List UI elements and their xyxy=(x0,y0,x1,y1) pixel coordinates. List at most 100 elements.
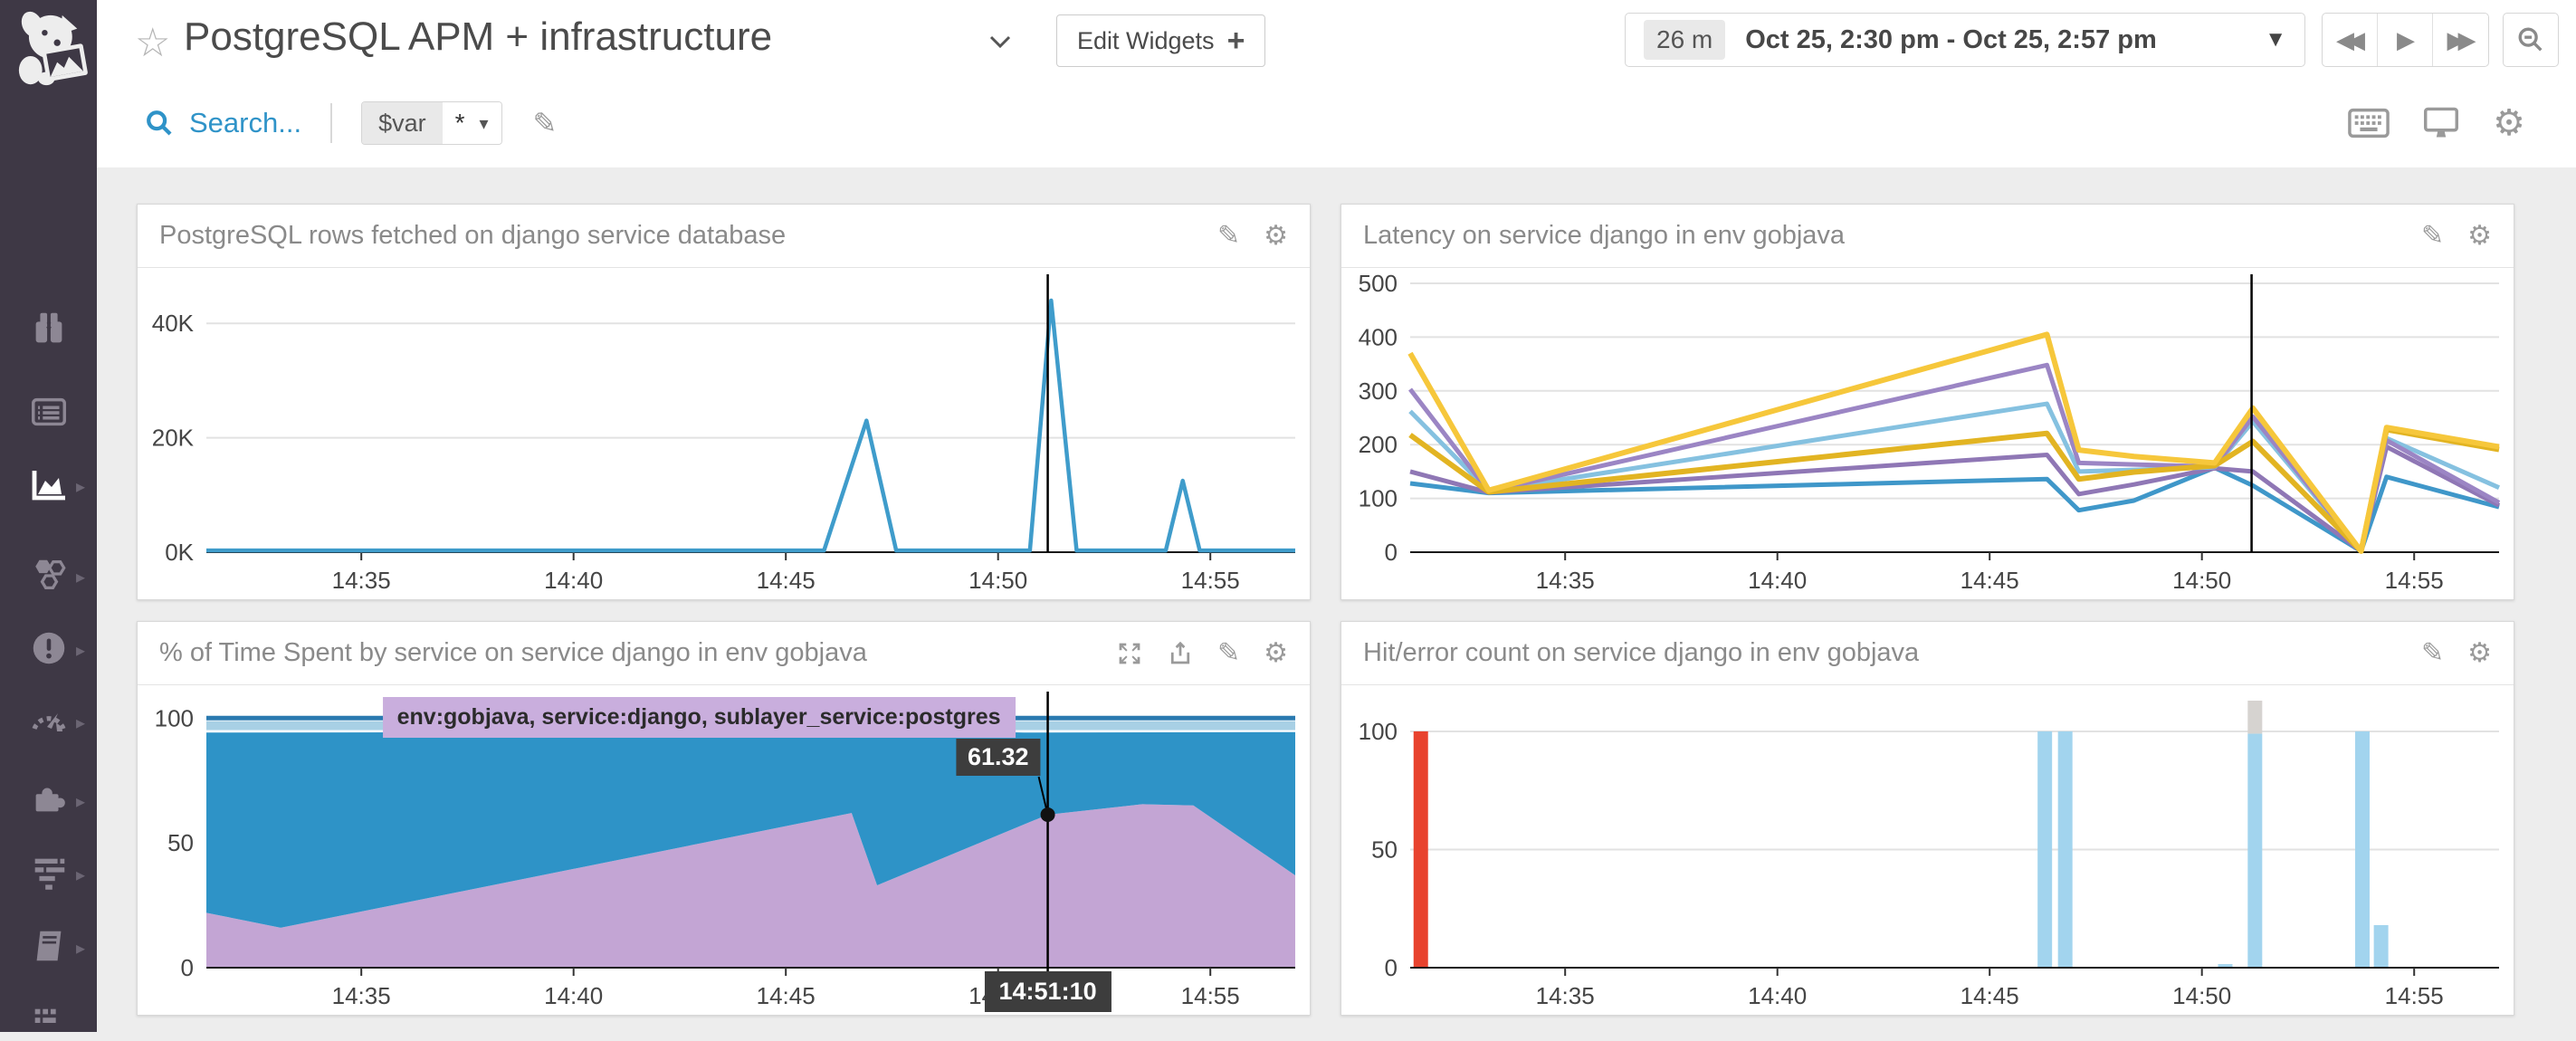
widget-gear-icon[interactable]: ⚙ xyxy=(2467,221,2492,251)
divider xyxy=(330,103,333,143)
edit-pencil-icon[interactable]: ✎ xyxy=(1216,221,1241,251)
x-axis-label: 14:45 xyxy=(757,567,816,594)
widget-header: Latency on service django in env gobjava… xyxy=(1341,205,2514,268)
overflow-bar[interactable] xyxy=(2247,701,2263,734)
widget-header: Hit/error count on service django in env… xyxy=(1341,622,2514,685)
zoom-out-button[interactable] xyxy=(2503,13,2559,67)
chevron-right-icon[interactable]: ▸ xyxy=(76,477,86,497)
y-axis-label: 500 xyxy=(1359,270,1398,297)
x-axis-label: 14:55 xyxy=(1181,982,1240,1009)
widget-gear-icon[interactable]: ⚙ xyxy=(1264,221,1288,251)
x-axis-label: 14:45 xyxy=(1961,567,2019,594)
series-line-yellow-line xyxy=(1407,331,2500,554)
bar[interactable] xyxy=(2037,731,2053,968)
apm-levels-icon[interactable] xyxy=(0,852,97,893)
y-axis-label: 100 xyxy=(1359,718,1398,745)
area-postgres xyxy=(206,804,1295,968)
bar[interactable] xyxy=(2247,733,2263,968)
monitors-alert-icon[interactable] xyxy=(0,627,97,669)
cursor-point-dot xyxy=(1040,807,1055,822)
keyboard-shortcuts-icon[interactable] xyxy=(2348,108,2390,138)
y-axis-label: 0 xyxy=(1385,539,1398,566)
time-caret-icon: ▼ xyxy=(2265,27,2286,52)
title-chevron-down-icon[interactable] xyxy=(988,34,1012,53)
widget-header: % of Time Spent by service on service dj… xyxy=(138,622,1310,685)
search-input[interactable]: Search... xyxy=(189,107,302,138)
edit-variables-pencil-icon[interactable]: ✎ xyxy=(532,107,558,139)
rows-fetched-line-chart[interactable]: 0K 20K 40K 14:35 14:40 14:45 14:50 14:55 xyxy=(138,269,1310,599)
sidebar: ▸ ▸ ▸ ▸ ▸ xyxy=(0,0,97,1032)
share-export-icon[interactable] xyxy=(1167,640,1194,667)
widget-header: PostgreSQL rows fetched on django servic… xyxy=(138,205,1310,268)
template-variable-selector[interactable]: $var * ▾ xyxy=(361,101,502,145)
variable-name: $var xyxy=(362,102,443,144)
latency-multiline-chart[interactable]: 0 100 200 300 400 500 14:35 14:40 14:45 14:50 14:5… xyxy=(1341,269,2514,599)
series-line xyxy=(206,298,1295,553)
edit-pencil-icon[interactable]: ✎ xyxy=(2420,638,2445,668)
notebooks-book-icon[interactable] xyxy=(0,925,97,967)
widget-title: Latency on service django in env gobjava xyxy=(1363,221,1846,250)
search-icon[interactable] xyxy=(144,108,175,138)
edit-pencil-icon[interactable]: ✎ xyxy=(1216,638,1241,668)
bar[interactable] xyxy=(1413,731,1428,968)
x-axis-label: 14:50 xyxy=(968,567,1027,594)
x-axis-label: 14:50 xyxy=(2172,567,2231,594)
dashboard-settings-gear-icon[interactable]: ⚙ xyxy=(2493,103,2525,143)
edit-widgets-button[interactable]: Edit Widgets + xyxy=(1056,14,1266,67)
x-axis-label: 14:35 xyxy=(1536,567,1595,594)
widget-latency: Latency on service django in env gobjava… xyxy=(1340,204,2514,600)
widget-time-spent: % of Time Spent by service on service dj… xyxy=(137,621,1311,1016)
chevron-right-icon[interactable]: ▸ xyxy=(76,865,86,885)
tooltip-time-badge: 14:51:10 xyxy=(984,971,1111,1012)
duration-badge: 26 m xyxy=(1644,20,1726,60)
chevron-right-icon[interactable]: ▸ xyxy=(76,641,86,661)
integrations-puzzle-icon[interactable] xyxy=(0,778,97,820)
x-axis-label: 14:40 xyxy=(544,982,603,1009)
x-axis-label: 14:45 xyxy=(1961,982,2019,1009)
infrastructure-hexagons-icon[interactable] xyxy=(0,554,97,596)
dashboards-chart-icon[interactable] xyxy=(0,463,97,507)
chevron-right-icon[interactable]: ▸ xyxy=(76,568,86,587)
edit-pencil-icon[interactable]: ✎ xyxy=(2420,221,2445,251)
bar[interactable] xyxy=(2354,731,2370,968)
tv-mode-icon[interactable] xyxy=(2422,106,2460,140)
seek-back-button[interactable]: ◀◀ xyxy=(2323,14,2378,66)
chevron-right-icon[interactable]: ▸ xyxy=(76,939,86,959)
bar[interactable] xyxy=(2218,964,2233,968)
widget-gear-icon[interactable]: ⚙ xyxy=(1264,638,1288,668)
hit-error-bar-chart[interactable]: 0 50 100 14:35 14:40 14:45 14:50 14:55 xyxy=(1341,686,2514,1015)
metrics-gauge-icon[interactable] xyxy=(0,700,97,743)
top-header: ☆ PostgreSQL APM + infrastructure Edit W… xyxy=(97,0,2576,167)
bar[interactable] xyxy=(2057,731,2073,968)
x-axis-label: 14:55 xyxy=(2385,982,2444,1009)
favorite-star-icon[interactable]: ☆ xyxy=(135,21,171,65)
expand-fullscreen-icon[interactable] xyxy=(1116,640,1143,667)
y-axis-label: 100 xyxy=(1359,485,1398,512)
y-axis-label: 50 xyxy=(167,829,194,856)
x-axis-label: 14:55 xyxy=(1181,567,1240,594)
seek-forward-button[interactable]: ▶▶ xyxy=(2447,25,2476,53)
dashboard-toolbar: Search... $var * ▾ ✎ xyxy=(97,91,2576,167)
widget-hit-error-count: Hit/error count on service django in env… xyxy=(1340,621,2514,1016)
time-spent-stacked-area-chart[interactable]: env:gobjava, service:django, sublayer_se… xyxy=(138,686,1310,1015)
chevron-right-icon[interactable]: ▸ xyxy=(76,713,86,733)
x-axis-label: 14:50 xyxy=(2172,982,2231,1009)
bar[interactable] xyxy=(2373,925,2389,968)
play-button[interactable]: ▶ xyxy=(2378,14,2433,66)
x-axis-label: 14:35 xyxy=(1536,982,1595,1009)
datadog-logo-icon[interactable] xyxy=(7,4,91,87)
chevron-right-icon[interactable]: ▸ xyxy=(76,792,86,812)
x-axis-label: 14:55 xyxy=(2385,567,2444,594)
x-axis-label: 14:40 xyxy=(1748,567,1807,594)
y-axis-label: 100 xyxy=(155,704,194,731)
x-axis-label: 14:35 xyxy=(332,982,391,1009)
y-axis-label: 40K xyxy=(152,310,195,337)
binoculars-icon[interactable] xyxy=(0,308,97,349)
y-axis-label: 300 xyxy=(1359,377,1398,405)
time-range-selector[interactable]: 26 m Oct 25, 2:30 pm - Oct 25, 2:57 pm ▼ xyxy=(1625,13,2305,67)
partial-bottom-icon[interactable] xyxy=(0,1005,97,1041)
events-list-icon[interactable] xyxy=(0,392,97,434)
tooltip-value-badge: 61.32 xyxy=(955,739,1041,776)
series-line-blue-line xyxy=(1409,465,2500,554)
widget-gear-icon[interactable]: ⚙ xyxy=(2467,638,2492,668)
